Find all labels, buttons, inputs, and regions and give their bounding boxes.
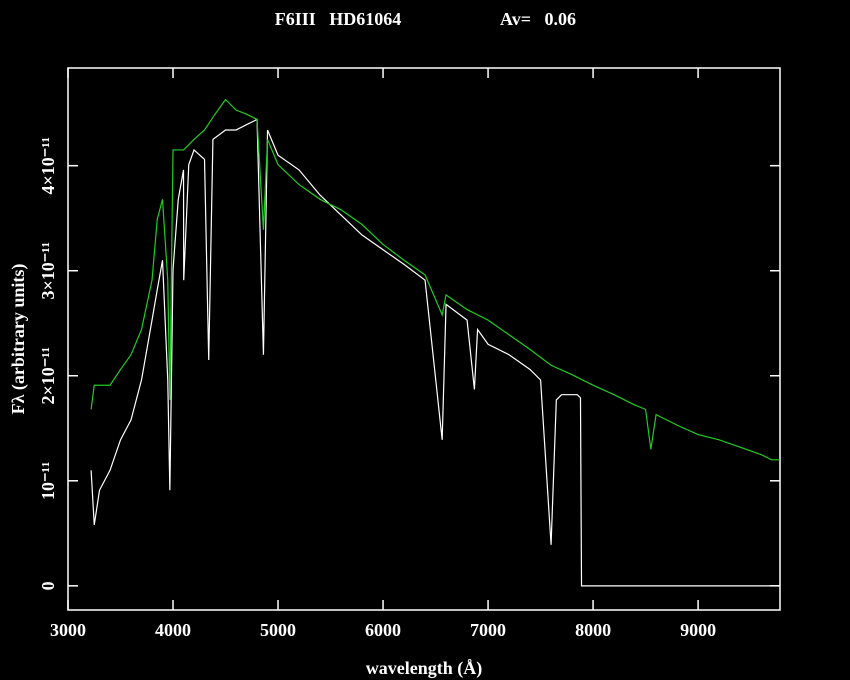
x-tick-label: 7000 [470, 620, 506, 640]
y-tick-label: 4×10⁻¹¹ [38, 137, 58, 195]
spectrum-line [90, 118, 780, 587]
x-tick-label: 4000 [155, 620, 191, 640]
chart-title: F6III HD61064 [275, 9, 402, 29]
x-tick-label: 6000 [365, 620, 401, 640]
x-tick-label: 3000 [50, 620, 86, 640]
plot-frame [67, 67, 781, 611]
x-axis-label: wavelength (Å) [366, 658, 482, 679]
y-tick-label: 3×10⁻¹¹ [38, 242, 58, 300]
x-tick-label: 9000 [680, 620, 716, 640]
y-tick-label: 2×10⁻¹¹ [38, 347, 58, 405]
chart-subtitle: Av= 0.06 [500, 9, 576, 29]
y-tick-label: 0 [38, 581, 58, 590]
y-tick-label: 10⁻¹¹ [38, 462, 58, 500]
spectrum-line [90, 98, 780, 461]
x-tick-label: 8000 [575, 620, 611, 640]
y-axis-label: Fλ (arbitrary units) [8, 264, 29, 415]
x-tick-label: 5000 [260, 620, 296, 640]
